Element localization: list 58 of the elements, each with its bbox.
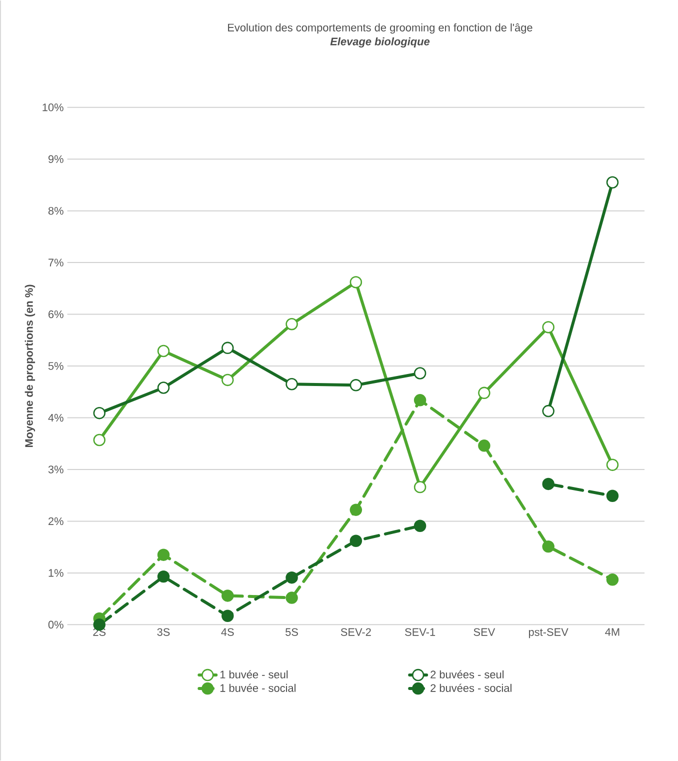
point [350,504,362,516]
legend-label: 2 buvées - social [430,684,512,692]
point [350,379,362,392]
point [478,440,491,452]
legend-label: 1 buvée - social [220,684,296,692]
point [414,520,426,532]
point [222,590,234,602]
chart-subtitle: Elevage biologique [330,37,430,48]
x-tick-label: SEV-2 [341,628,372,636]
point [606,574,619,586]
point [158,382,170,394]
point [414,480,426,494]
legend-label: 2 buvées - seul [430,670,504,678]
x-tick-label: SEV-1 [405,628,436,636]
legend-label: 1 buvée - seul [220,670,288,678]
y-tick-label: 6% [48,310,64,318]
x-tick-label: 3S [157,628,170,636]
point [286,318,298,330]
point [606,176,619,188]
x-tick-label: pst-SEV [529,628,569,638]
point [478,386,491,400]
y-tick-label: 3% [48,466,64,474]
point [222,374,234,386]
point [158,570,170,583]
point [286,592,298,604]
y-tick-label: 5% [48,362,64,370]
point [222,610,234,622]
y-tick-label: 4% [48,414,64,422]
y-tick-label: 1% [48,569,64,577]
x-tick-label: SEV [474,628,496,636]
point [542,404,555,418]
point [414,394,426,406]
y-axis-title: Moyenne de proportions (en %) [25,284,36,448]
x-tick-label: 4S [221,628,234,636]
y-tick-label: 2% [48,517,64,526]
point [93,434,106,446]
point [414,367,426,380]
point [350,534,362,547]
y-tick-label: 7% [48,258,64,266]
point [350,276,362,288]
point [93,406,106,420]
point [222,342,234,354]
point [542,478,555,490]
point [286,571,298,584]
x-tick-label: 5S [286,628,298,636]
point [606,490,619,502]
y-tick-label: 0% [48,620,64,629]
y-tick-label: 10% [42,103,64,112]
y-tick-label: 8% [48,206,64,215]
point [158,548,170,561]
point [542,321,555,334]
chart-title: Evolution des comportements de grooming en fonction de l'âge [228,23,532,34]
point [542,540,555,553]
y-tick-label: 9% [48,155,64,163]
point [286,378,298,390]
point [606,458,619,471]
x-tick-label: 4M [605,628,620,636]
point [158,344,170,358]
